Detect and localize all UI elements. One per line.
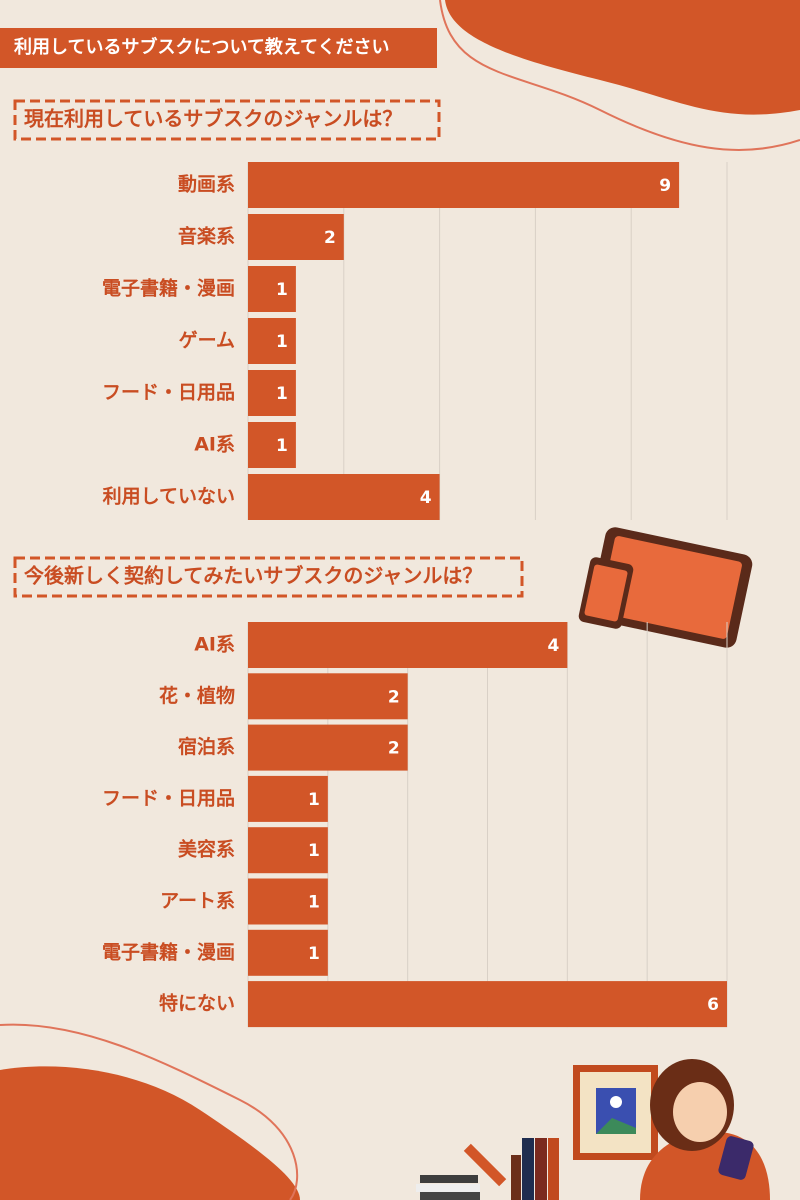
curve-top <box>439 0 800 151</box>
chart-title-box <box>13 99 441 141</box>
chart-title-box <box>13 556 524 598</box>
bar <box>248 981 727 1028</box>
bar <box>248 673 408 720</box>
value-label: 9 <box>659 176 671 196</box>
bar <box>248 162 680 208</box>
bar <box>248 370 296 416</box>
bar <box>248 474 440 520</box>
category-label: フード・日用品 <box>102 382 235 404</box>
category-label: 花・植物 <box>159 684 235 707</box>
value-label: 2 <box>388 739 400 759</box>
value-label: 1 <box>308 841 320 861</box>
value-label: 1 <box>276 384 288 404</box>
value-label: 2 <box>324 228 336 248</box>
header-title: 利用しているサブスクについて教えてください <box>14 36 389 58</box>
tablet-illustration <box>578 527 753 648</box>
value-label: 1 <box>308 944 320 964</box>
chart-title: 現在利用しているサブスクのジャンルは？ <box>24 107 402 131</box>
bar <box>248 422 296 468</box>
category-label: フード・日用品 <box>102 787 235 809</box>
category-label: ゲーム <box>179 330 235 352</box>
value-label: 1 <box>276 436 288 456</box>
value-label: 1 <box>276 280 288 300</box>
bar <box>248 775 328 822</box>
bar <box>248 266 296 312</box>
value-label: 1 <box>308 893 320 913</box>
bar <box>248 929 328 976</box>
bar <box>248 827 328 874</box>
bar <box>248 318 296 364</box>
bar <box>248 214 344 260</box>
category-label: AI系 <box>194 634 235 656</box>
bar <box>248 878 328 925</box>
value-label: 2 <box>388 687 400 707</box>
category-label: アート系 <box>160 890 235 912</box>
category-label: 利用していない <box>103 486 235 508</box>
category-label: 美容系 <box>178 838 235 861</box>
blob-bottom <box>0 1066 300 1200</box>
header-bar <box>0 28 437 68</box>
category-label: 特にない <box>159 993 235 1015</box>
category-label: 動画系 <box>178 174 235 196</box>
value-label: 4 <box>420 488 432 508</box>
bar <box>248 724 408 771</box>
chart-title: 今後新しく契約してみたいサブスクのジャンルは？ <box>24 564 482 588</box>
category-label: 電子書籍・漫画 <box>102 277 235 300</box>
value-label: 1 <box>276 332 288 352</box>
value-label: 4 <box>547 636 559 656</box>
curve-bottom <box>0 1023 299 1200</box>
value-label: 6 <box>707 995 719 1015</box>
bar <box>248 622 568 668</box>
category-label: 電子書籍・漫画 <box>102 940 235 963</box>
person-illustration <box>416 1059 770 1200</box>
category-label: AI系 <box>194 434 235 456</box>
category-label: 音楽系 <box>178 225 235 248</box>
category-label: 宿泊系 <box>178 735 235 758</box>
blob-top <box>445 0 800 115</box>
value-label: 1 <box>308 790 320 810</box>
